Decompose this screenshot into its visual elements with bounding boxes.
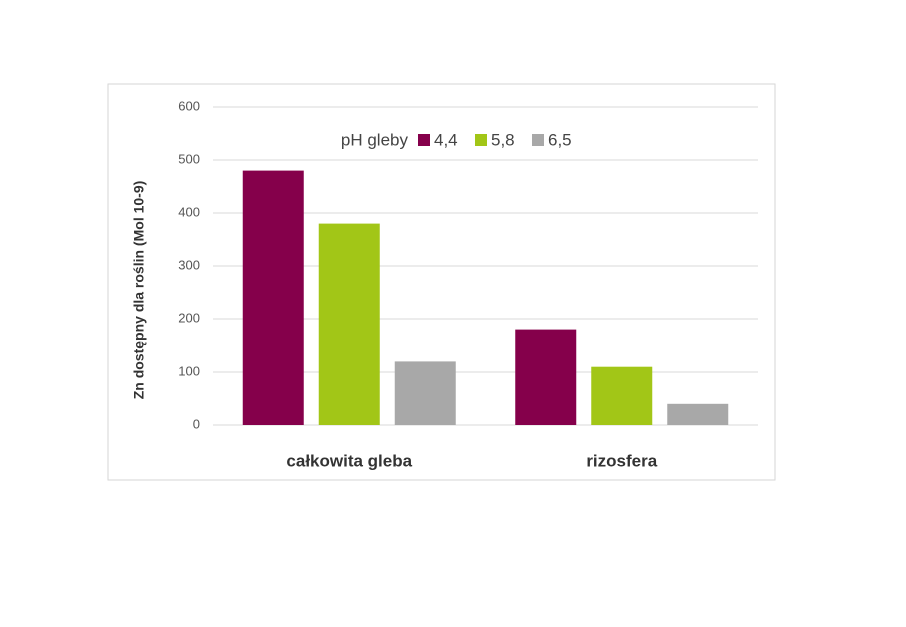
bar xyxy=(394,361,456,425)
y-axis-label: Zn dostępny dla roślin (Mol 10-9) xyxy=(131,181,147,400)
x-tick-label: rizosfera xyxy=(586,451,657,470)
bar xyxy=(591,366,653,425)
bar xyxy=(515,329,577,425)
legend-swatch xyxy=(532,134,544,146)
bar xyxy=(318,223,380,425)
y-tick-label: 500 xyxy=(178,151,200,166)
y-tick-label: 0 xyxy=(193,416,200,431)
y-tick-label: 100 xyxy=(178,363,200,378)
bar xyxy=(667,403,729,425)
legend-label: 4,4 xyxy=(434,130,458,149)
y-tick-label: 600 xyxy=(178,98,200,113)
legend-label: 5,8 xyxy=(491,130,515,149)
legend-swatch xyxy=(475,134,487,146)
legend-label: 6,5 xyxy=(548,130,572,149)
x-tick-label: całkowita gleba xyxy=(286,451,412,470)
legend-title: pH gleby xyxy=(341,130,409,149)
legend-swatch xyxy=(418,134,430,146)
bar xyxy=(242,170,304,425)
y-tick-label: 400 xyxy=(178,204,200,219)
y-tick-label: 300 xyxy=(178,257,200,272)
y-tick-label: 200 xyxy=(178,310,200,325)
